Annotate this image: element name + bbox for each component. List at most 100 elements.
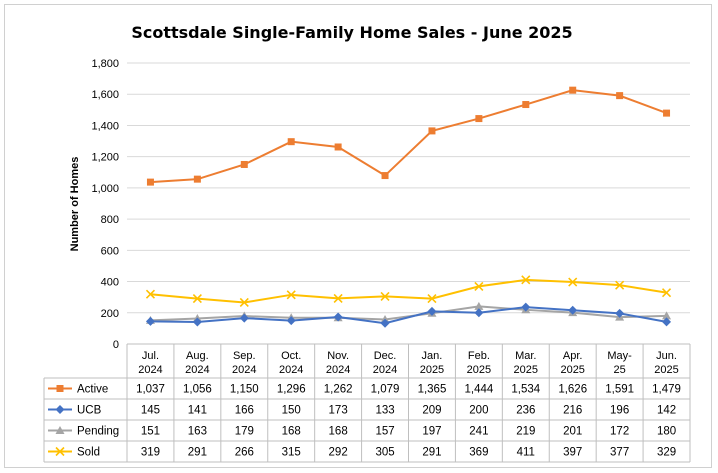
x-tick-label: Mar.: [515, 350, 536, 362]
table-cell: 241: [469, 426, 488, 438]
x-tick-label: 2025: [420, 364, 444, 376]
table-cell: 197: [422, 426, 441, 438]
table-cell: 142: [657, 405, 676, 417]
table-cell: 329: [657, 447, 676, 459]
y-axis-ticks: 0 200 400 600 800 1,000 1,200 1,400 1,600 1,800: [91, 58, 119, 351]
legend-key-sold: [48, 446, 72, 457]
data-point: [662, 311, 672, 320]
table-cell: 1,444: [464, 384, 493, 396]
data-point: [568, 277, 578, 287]
data-point: [427, 306, 437, 316]
x-tick-label: 2025: [560, 364, 584, 376]
table-cell: 141: [188, 405, 207, 417]
data-point: [615, 280, 625, 290]
table-cell: 145: [141, 405, 160, 417]
data-point: [192, 294, 202, 304]
data-point: [474, 301, 484, 310]
x-tick-label: 2025: [467, 364, 491, 376]
x-tick-label: Dec.: [374, 350, 397, 362]
data-point: [663, 109, 671, 117]
table-cell: 369: [469, 447, 488, 459]
data-point: [521, 275, 531, 285]
legend-label: Active: [77, 384, 108, 396]
table-cell: 292: [329, 447, 348, 459]
series-line: [150, 306, 667, 325]
x-tick-label: Jan.: [422, 350, 443, 362]
data-point: [333, 312, 343, 322]
chart-title: Scottsdale Single-Family Home Sales - Ju…: [131, 23, 572, 42]
data-point: [428, 127, 436, 135]
y-tick-label: 1,400: [91, 120, 119, 132]
table-cell: 315: [282, 447, 301, 459]
table-cell: 1,626: [558, 384, 587, 396]
data-point: [427, 294, 437, 304]
y-tick-label: 800: [101, 214, 119, 226]
table-cell: 1,079: [371, 384, 400, 396]
table-cell: 151: [141, 426, 160, 438]
table-cell: 180: [657, 426, 676, 438]
x-tick-label: 2024: [185, 364, 209, 376]
data-point: [239, 313, 249, 323]
data-point: [145, 289, 156, 299]
table-cell: 1,534: [511, 384, 540, 396]
table-cell: 266: [235, 447, 254, 459]
table-cell: 179: [235, 426, 254, 438]
legend-key-pending: [48, 426, 72, 434]
data-point: [239, 297, 249, 308]
data-point: [521, 302, 531, 312]
data-point: [193, 175, 201, 183]
data-table: Jul. 2024 Aug. 2024 Sep. 2024 Oct. 2024 Nov. 2024…: [43, 343, 691, 463]
series-line: [150, 89, 667, 184]
table-cell: 411: [517, 447, 535, 459]
legend-label: Sold: [77, 447, 100, 459]
data-point: [522, 101, 530, 109]
series-active: [146, 86, 671, 186]
table-cell: 1,296: [277, 384, 306, 396]
table-cell: 216: [563, 405, 582, 417]
legend-label: Pending: [77, 426, 119, 438]
table-cell: 157: [375, 426, 394, 438]
table-cell: 1,262: [324, 384, 353, 396]
y-tick-label: 0: [113, 339, 119, 351]
table-cell: 1,591: [605, 384, 634, 396]
data-point: [568, 305, 578, 315]
data-point: [55, 405, 65, 414]
y-tick-label: 600: [101, 245, 119, 257]
x-tick-label: Nov.: [327, 350, 349, 362]
table-cell: 200: [469, 405, 488, 417]
y-tick-label: 1,800: [91, 58, 119, 70]
y-tick-label: 1,600: [91, 89, 119, 101]
table-cell: 219: [516, 426, 535, 438]
x-tick-label: 2024: [373, 364, 397, 376]
y-tick-label: 1,000: [91, 183, 119, 195]
x-tick-label: 2024: [279, 364, 303, 376]
x-tick-label: Jun.: [656, 350, 677, 362]
table-cell: 377: [610, 447, 629, 459]
table-cell: 163: [188, 426, 207, 438]
data-point: [381, 172, 389, 180]
x-tick-label: Sep.: [233, 350, 256, 362]
data-point: [615, 308, 625, 318]
data-point: [192, 317, 202, 327]
table-cell: 133: [375, 405, 394, 417]
legend-key-ucb: [48, 405, 72, 414]
data-point: [475, 115, 483, 123]
x-tick-label: 2025: [654, 364, 678, 376]
data-point: [286, 316, 296, 326]
x-tick-label: 2024: [232, 364, 256, 376]
table-cell: 168: [329, 426, 348, 438]
x-tick-label: Oct.: [281, 350, 301, 362]
data-point: [55, 446, 65, 457]
legend-label: UCB: [77, 405, 102, 417]
data-point: [569, 86, 577, 94]
y-tick-label: 1,200: [91, 152, 119, 164]
y-tick-label: 400: [101, 277, 119, 289]
x-tick-label: Aug.: [186, 350, 209, 362]
table-cell: 1,056: [183, 384, 212, 396]
table-cell: 236: [516, 405, 535, 417]
data-point: [145, 316, 155, 326]
x-tick-label: 2025: [514, 364, 538, 376]
legend-key-active: [48, 385, 72, 392]
x-tick-label: 2024: [326, 364, 350, 376]
